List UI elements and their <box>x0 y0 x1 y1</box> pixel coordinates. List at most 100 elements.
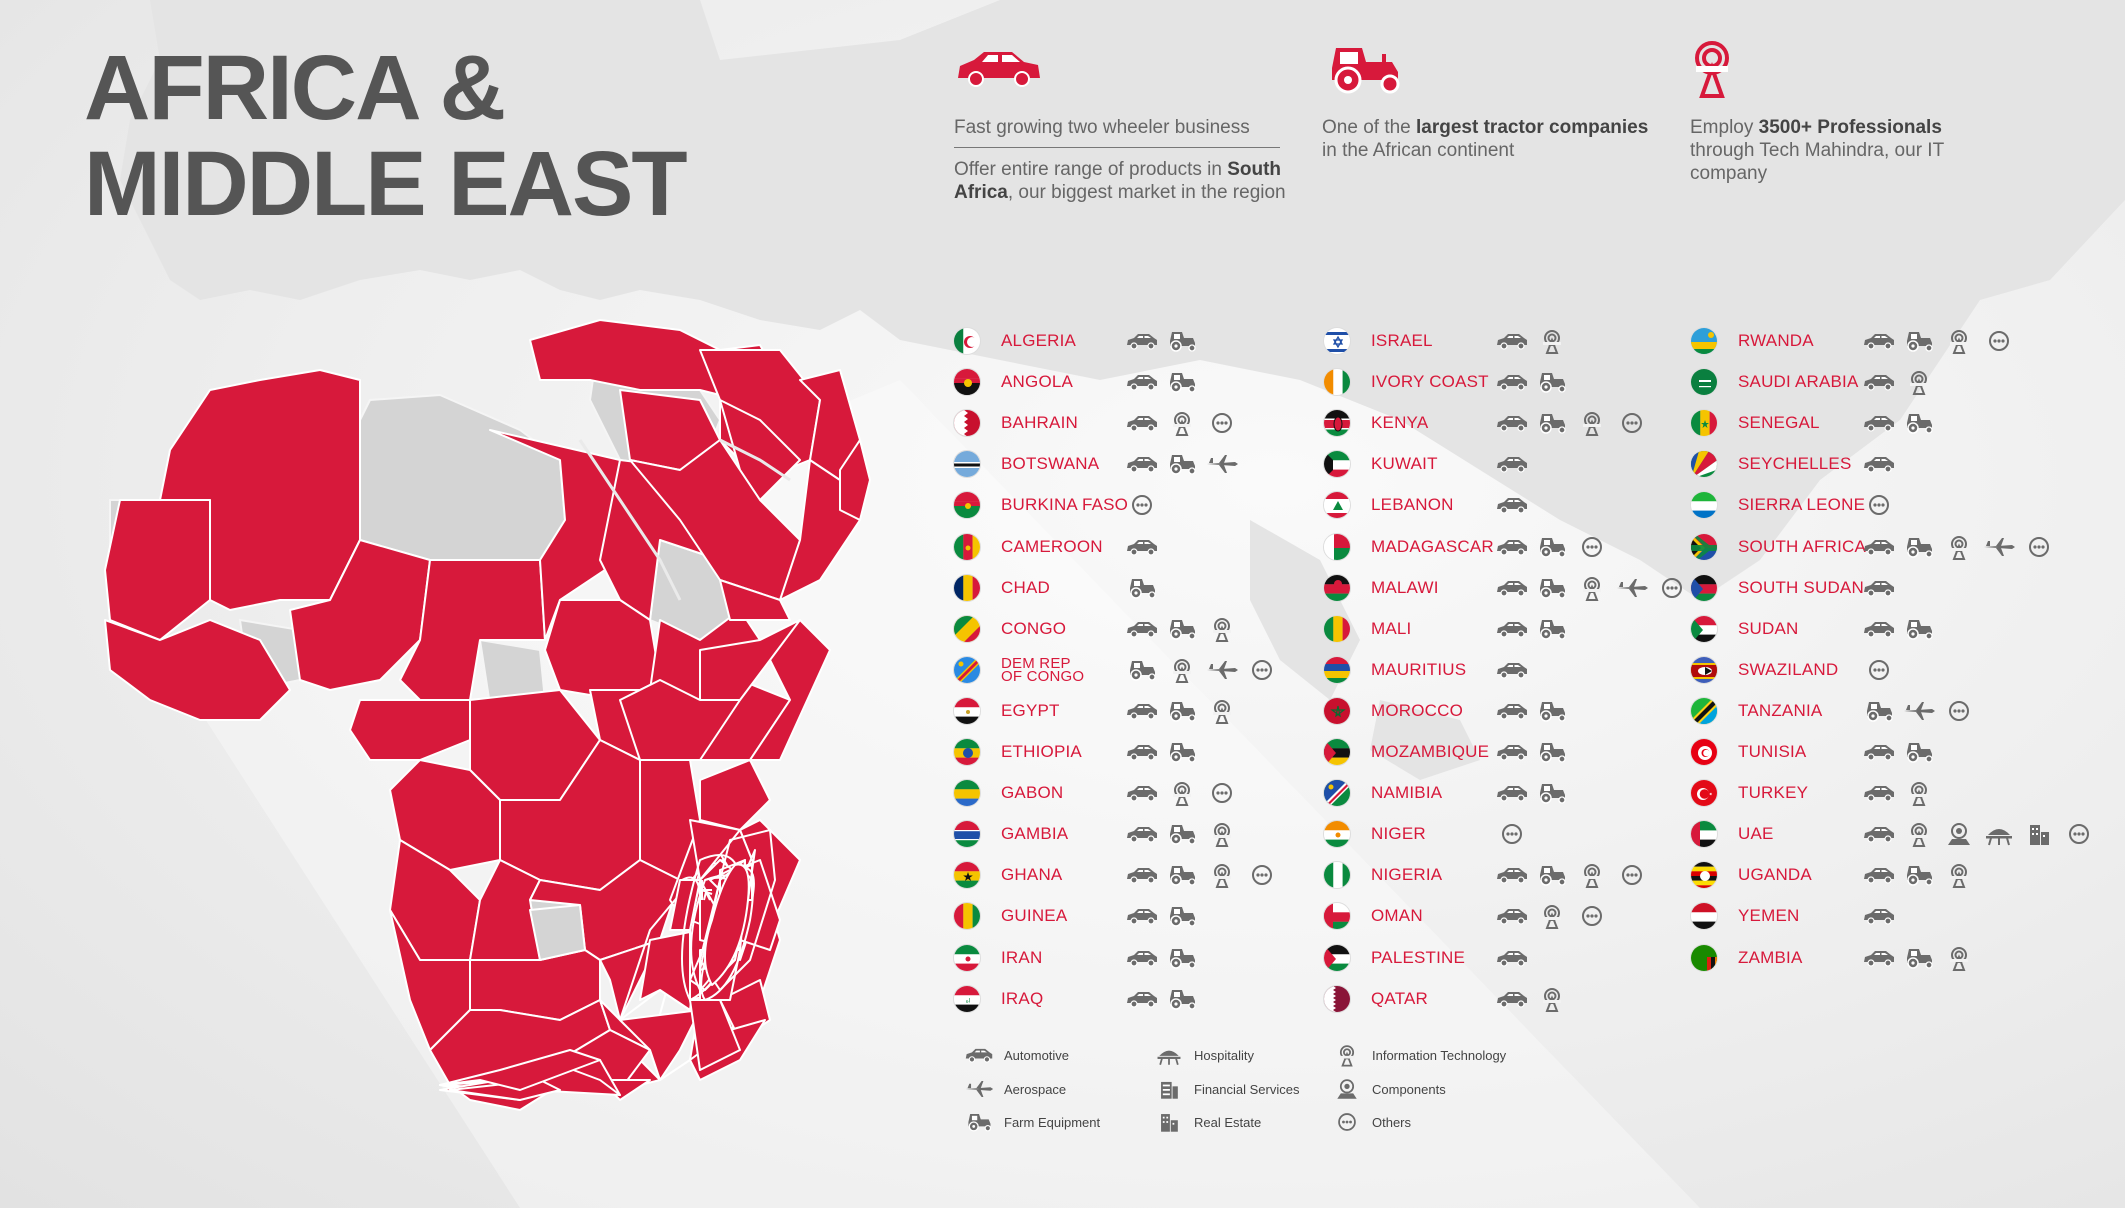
country-name: GUINEA <box>1001 906 1068 926</box>
sector-icons <box>1125 451 1239 477</box>
flag-icon <box>1690 696 1718 725</box>
country-name: YEMEN <box>1738 906 1800 926</box>
country-name: SWAZILAND <box>1738 659 1839 679</box>
country-name: MOZAMBIQUE <box>1371 742 1490 761</box>
country-name: ZAMBIA <box>1738 947 1803 967</box>
flag-icon <box>953 368 981 397</box>
country-name: SAUDI ARABIA <box>1738 372 1859 392</box>
information-technology-icon <box>1902 369 1936 396</box>
country-name: SOUTH AFRICA <box>1738 536 1867 556</box>
farm-equipment-icon <box>1165 739 1199 765</box>
flag-icon <box>953 327 981 355</box>
farm-equipment-icon <box>1535 575 1569 601</box>
country-name: NIGER <box>1371 824 1426 844</box>
sector-icons <box>1862 369 1936 396</box>
automotive-icon <box>1495 903 1529 929</box>
flag-icon <box>1323 655 1351 684</box>
legend-label: Components <box>1372 1081 1446 1097</box>
information-technology-icon <box>1902 780 1936 807</box>
automotive-icon <box>1125 821 1159 847</box>
country-name: MALAWI <box>1371 577 1439 597</box>
country-name: BURKINA FASO <box>1001 495 1129 515</box>
country-name-line-1: DEM REP <box>1001 654 1071 672</box>
others-icon <box>1862 492 1896 518</box>
flag-icon <box>1690 861 1718 890</box>
information-technology-icon <box>1575 575 1609 601</box>
flag-icon <box>1690 368 1718 397</box>
highlight-tractor: One of the largest tractor companies in … <box>1322 38 1662 162</box>
country-row-qatar: QATAR <box>1323 982 1683 1016</box>
farm-equipment-icon <box>1902 328 1936 354</box>
automotive-icon <box>1495 945 1529 971</box>
flag-icon <box>1323 861 1351 890</box>
country-row-gabon: GABON <box>953 776 1313 810</box>
flag-icon <box>1690 491 1718 520</box>
automotive-icon <box>1125 616 1159 642</box>
sector-icons <box>1125 698 1239 724</box>
automotive-icon <box>1125 780 1159 806</box>
country-name: MOROCCO <box>1371 700 1464 720</box>
aerospace-icon <box>964 1077 994 1101</box>
highlight-divider <box>954 147 1280 148</box>
background-landmass <box>120 0 2125 780</box>
country-row-dem-rep-of-congo: DEM REP OF CONGO <box>953 653 1313 687</box>
flag-icon <box>1690 327 1718 355</box>
country-row-angola: ANGOLA <box>953 365 1313 399</box>
country-row-mozambique: MOZAMBIQUE <box>1323 735 1683 769</box>
others-icon <box>2062 821 2096 847</box>
legend-label: Farm Equipment <box>1004 1114 1101 1130</box>
sector-icons <box>1862 739 1936 765</box>
legend-label: Others <box>1372 1114 1412 1130</box>
information-technology-icon <box>1535 328 1569 354</box>
sector-icons <box>1862 410 1936 436</box>
farm-equipment-icon <box>1125 575 1159 601</box>
country-name: BOTSWANA <box>1001 454 1100 474</box>
farm-equipment-icon <box>1165 945 1199 971</box>
farm-equipment-icon <box>1902 862 1936 888</box>
sector-icons <box>1495 945 1529 971</box>
flag-icon <box>1323 327 1351 355</box>
country-row-uganda: UGANDA <box>1690 858 2050 892</box>
automotive-icon <box>1495 616 1529 642</box>
flag-icon <box>1690 655 1718 684</box>
country-name: KENYA <box>1371 413 1429 433</box>
farm-equipment-icon <box>1125 657 1159 683</box>
farm-equipment-icon <box>1165 903 1199 929</box>
country-name: UGANDA <box>1738 865 1812 885</box>
information-technology-icon <box>1205 821 1239 848</box>
farm-equipment-icon <box>1902 739 1936 765</box>
sector-icons <box>1862 534 2056 560</box>
farm-equipment-icon <box>1165 862 1199 888</box>
farm-equipment-icon <box>1165 369 1199 395</box>
flag-icon <box>953 902 981 931</box>
flag-icon <box>1323 738 1351 766</box>
country-row-algeria: ALGERIA <box>953 324 1313 358</box>
flag-icon <box>1690 409 1718 438</box>
sector-icons <box>1125 492 1159 518</box>
country-name: RWANDA <box>1738 331 1814 350</box>
sector-icons <box>1125 986 1199 1012</box>
country-name: BAHRAIN <box>1001 413 1078 433</box>
country-name: PALESTINE <box>1371 947 1466 967</box>
others-icon <box>1575 903 1609 929</box>
flag-icon <box>1323 902 1351 931</box>
legend-label: Automotive <box>1004 1047 1070 1063</box>
automotive-icon <box>1862 575 1896 601</box>
automotive-icon <box>1862 534 1896 560</box>
country-row-congo: CONGO <box>953 612 1313 646</box>
flag-icon <box>953 573 981 602</box>
information-technology-icon <box>1205 698 1239 724</box>
legend-item-aerospace: Aerospace <box>954 1076 1066 1102</box>
flag-icon <box>1323 984 1351 1013</box>
others-icon <box>1125 492 1159 518</box>
automotive-icon <box>1862 903 1896 929</box>
information-technology-icon <box>1902 821 1936 848</box>
country-row-ivory-coast: IVORY COAST <box>1323 365 1683 399</box>
automotive-icon <box>1125 410 1159 436</box>
flag-icon <box>1323 368 1351 397</box>
country-row-ethiopia: ETHIOPIA <box>953 735 1313 769</box>
information-technology-icon <box>1205 862 1239 889</box>
country-row-swaziland: SWAZILAND <box>1690 653 2050 687</box>
sector-icons <box>1862 451 1896 477</box>
